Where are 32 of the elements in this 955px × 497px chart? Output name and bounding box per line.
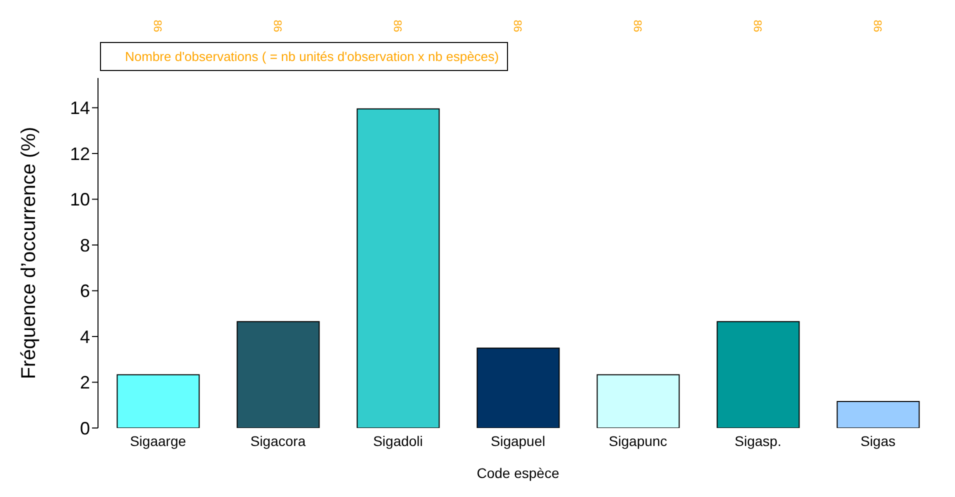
note-box: Nombre d'observations ( = nb unités d'observation x nb espèces) bbox=[100, 42, 508, 71]
x-tick-label: Sigaarge bbox=[130, 432, 186, 449]
text: 86 bbox=[871, 20, 883, 32]
x-axis-title: Code espèce bbox=[476, 465, 560, 481]
bar bbox=[596, 374, 680, 428]
y-tick-label: 12 bbox=[70, 144, 90, 164]
text: 86 bbox=[151, 20, 163, 32]
x-tick-label: Sigas bbox=[860, 432, 896, 449]
y-tick-label: 6 bbox=[80, 281, 90, 302]
bar bbox=[356, 108, 440, 428]
bar bbox=[476, 348, 560, 428]
bar bbox=[716, 321, 800, 428]
x-tick-label: Sigadoli bbox=[373, 432, 423, 449]
text: 86 bbox=[751, 20, 763, 32]
x-tick-label: Sigasp. bbox=[734, 432, 782, 449]
text: 86 bbox=[391, 20, 403, 32]
text: 86 bbox=[271, 20, 283, 32]
bar bbox=[836, 400, 920, 428]
text: 86 bbox=[511, 20, 523, 32]
y-tick-label: 2 bbox=[80, 372, 90, 393]
y-tick-label: 0 bbox=[80, 418, 90, 438]
x-tick-label: Sigacora bbox=[250, 432, 306, 449]
bar bbox=[116, 374, 200, 428]
y-tick-label: 10 bbox=[70, 190, 90, 210]
y-tick-label: 4 bbox=[80, 326, 90, 347]
bar bbox=[236, 321, 320, 428]
x-tick-label: Sigapuel bbox=[490, 432, 546, 449]
x-tick-label: Sigapunc bbox=[608, 432, 668, 449]
text: 86 bbox=[631, 20, 643, 32]
y-tick-label: 8 bbox=[80, 235, 90, 256]
y-tick-label: 14 bbox=[70, 98, 90, 118]
y-axis-title: Fréquence d’occurrence (%) bbox=[18, 126, 40, 380]
